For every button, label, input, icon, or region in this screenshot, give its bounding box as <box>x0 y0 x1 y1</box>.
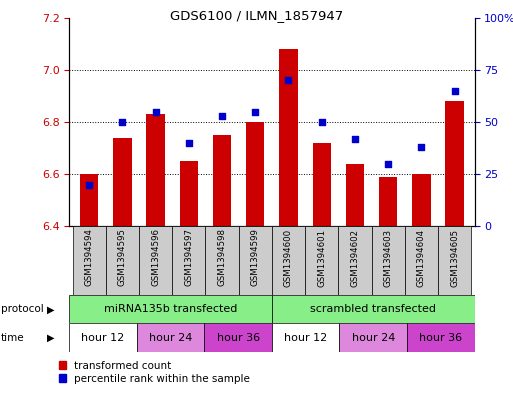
Point <box>151 108 160 115</box>
Bar <box>272 295 475 323</box>
Bar <box>137 323 204 352</box>
Text: hour 36: hour 36 <box>216 332 260 343</box>
Bar <box>445 101 464 226</box>
Bar <box>272 226 305 295</box>
Point <box>218 113 226 119</box>
Text: GSM1394603: GSM1394603 <box>384 228 392 286</box>
Bar <box>69 295 272 323</box>
Bar <box>69 323 137 352</box>
Bar <box>371 226 405 295</box>
Text: ▶: ▶ <box>47 304 55 314</box>
Text: miRNA135b transfected: miRNA135b transfected <box>104 304 237 314</box>
Bar <box>239 226 272 295</box>
Text: GSM1394596: GSM1394596 <box>151 228 160 286</box>
Text: GSM1394599: GSM1394599 <box>251 228 260 286</box>
Bar <box>379 177 397 226</box>
Text: GSM1394594: GSM1394594 <box>85 228 94 286</box>
Bar <box>213 135 231 226</box>
Bar <box>412 174 430 226</box>
Text: hour 24: hour 24 <box>149 332 192 343</box>
Bar <box>438 226 471 295</box>
Bar <box>72 226 106 295</box>
Bar <box>405 226 438 295</box>
Bar <box>80 174 98 226</box>
Point <box>417 144 425 150</box>
Text: GSM1394601: GSM1394601 <box>317 228 326 286</box>
Bar <box>272 323 340 352</box>
Text: protocol: protocol <box>1 304 44 314</box>
Text: GSM1394597: GSM1394597 <box>184 228 193 286</box>
Bar <box>312 143 331 226</box>
Bar <box>339 226 371 295</box>
Bar <box>340 323 407 352</box>
Point <box>351 136 359 142</box>
Text: GSM1394605: GSM1394605 <box>450 228 459 286</box>
Point <box>384 161 392 167</box>
Bar <box>147 114 165 226</box>
Bar <box>139 226 172 295</box>
Text: hour 36: hour 36 <box>419 332 462 343</box>
Text: hour 12: hour 12 <box>82 332 125 343</box>
Point <box>251 108 260 115</box>
Point <box>185 140 193 146</box>
Text: hour 24: hour 24 <box>351 332 395 343</box>
Bar <box>180 161 198 226</box>
Bar <box>407 323 475 352</box>
Point <box>318 119 326 125</box>
Bar <box>280 49 298 226</box>
Point <box>450 88 459 94</box>
Text: GSM1394598: GSM1394598 <box>218 228 227 286</box>
Point <box>85 182 93 188</box>
Bar <box>113 138 131 226</box>
Text: GSM1394595: GSM1394595 <box>118 228 127 286</box>
Bar <box>305 226 339 295</box>
Text: time: time <box>1 332 25 343</box>
Bar <box>346 164 364 226</box>
Bar <box>205 226 239 295</box>
Point <box>284 77 292 83</box>
Point <box>119 119 127 125</box>
Legend: transformed count, percentile rank within the sample: transformed count, percentile rank withi… <box>56 358 252 386</box>
Text: scrambled transfected: scrambled transfected <box>310 304 436 314</box>
Bar <box>204 323 272 352</box>
Text: hour 12: hour 12 <box>284 332 327 343</box>
Bar <box>106 226 139 295</box>
Text: ▶: ▶ <box>47 332 55 343</box>
Text: GSM1394600: GSM1394600 <box>284 228 293 286</box>
Bar <box>172 226 205 295</box>
Text: GSM1394604: GSM1394604 <box>417 228 426 286</box>
Text: GDS6100 / ILMN_1857947: GDS6100 / ILMN_1857947 <box>170 9 343 22</box>
Bar <box>246 122 264 226</box>
Text: GSM1394602: GSM1394602 <box>350 228 360 286</box>
